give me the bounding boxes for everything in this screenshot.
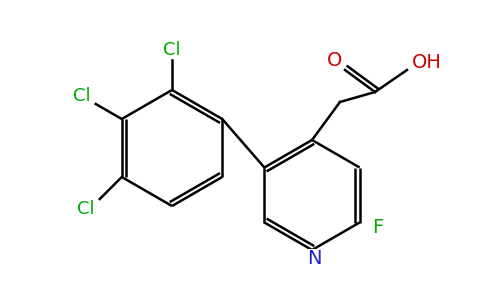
Text: N: N	[307, 248, 321, 268]
Text: O: O	[327, 52, 343, 70]
Text: OH: OH	[412, 52, 442, 71]
Text: Cl: Cl	[163, 41, 181, 59]
Text: Cl: Cl	[77, 200, 94, 218]
Text: F: F	[372, 218, 383, 237]
Text: Cl: Cl	[73, 87, 91, 105]
